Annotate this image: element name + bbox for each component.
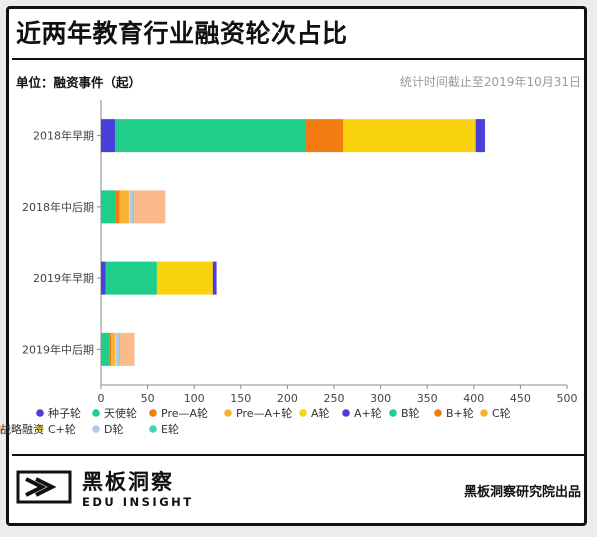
cutoff-note: 统计时间截止至2019年10月31日 — [399, 75, 581, 89]
x-tick-label: 50 — [141, 392, 155, 405]
legend-swatch — [36, 409, 44, 417]
legend-label: A轮 — [311, 406, 330, 420]
legend-swatch — [149, 425, 157, 433]
x-tick-label: 200 — [277, 392, 298, 405]
legend-swatch — [342, 409, 350, 417]
source-credit: 黑板洞察研究院出品 — [463, 485, 581, 500]
stacked-bar-chart: 0 50 100 150 200 250 300 350 400 450 500 2018年早期 201… — [0, 100, 578, 436]
legend-label: C轮 — [492, 406, 511, 420]
legend-swatch — [224, 409, 232, 417]
y-tick-label: 2019年早期 — [33, 271, 94, 285]
legend-label: B+轮 — [446, 406, 474, 420]
unit-label: 单位：融资事件（起） — [16, 75, 142, 90]
bar-segment — [114, 119, 307, 153]
x-tick-label: 450 — [510, 392, 531, 405]
legend-label: D轮 — [104, 422, 123, 436]
bar-segment — [129, 190, 133, 224]
bar-segment — [114, 332, 116, 366]
y-tick-label: 2018年早期 — [33, 129, 94, 143]
legend-label: E轮 — [161, 422, 179, 436]
legend-swatch — [149, 409, 157, 417]
bar-segment — [101, 332, 110, 366]
bar-segment — [343, 119, 476, 153]
x-tick-label: 500 — [557, 392, 578, 405]
y-tick-label: 2019年中后期 — [22, 342, 94, 356]
bar-segment — [111, 332, 115, 366]
bar-segment — [128, 190, 130, 224]
bar-segment — [105, 261, 157, 295]
y-tick-label: 2018年中后期 — [22, 200, 94, 214]
bar-segment — [475, 119, 485, 153]
x-tick-label: 400 — [463, 392, 484, 405]
x-tick-label: 100 — [184, 392, 205, 405]
bar-segment — [132, 190, 134, 224]
chart-title: 近两年教育行业融资轮次占比 — [16, 19, 348, 48]
legend-label: B轮 — [401, 406, 420, 420]
legend-swatch — [434, 409, 442, 417]
edu-insight-logo-icon — [16, 470, 72, 504]
bar-segment — [101, 190, 116, 224]
bar-segment — [101, 119, 115, 153]
title-divider — [12, 58, 585, 60]
bar-segment — [109, 332, 112, 366]
bar-segment — [133, 190, 166, 224]
legend-swatch — [92, 425, 100, 433]
bar-segment — [115, 332, 119, 366]
legend-label: Pre—A+轮 — [236, 406, 292, 420]
x-tick-label: 150 — [230, 392, 251, 405]
x-tick-label: 250 — [324, 392, 345, 405]
legend-swatch — [299, 409, 307, 417]
legend-swatch — [480, 409, 488, 417]
legend-swatch — [36, 425, 44, 433]
legend-label: C+轮 — [48, 422, 76, 436]
x-tick-label: 0 — [98, 392, 105, 405]
bar-segment — [101, 261, 106, 295]
bar-segment — [118, 332, 120, 366]
x-tick-label: 350 — [417, 392, 438, 405]
legend-label: A+轮 — [354, 406, 382, 420]
brand-name-en: EDU INSIGHT — [82, 495, 194, 509]
bar-segment — [115, 190, 120, 224]
bar-segment — [119, 190, 129, 224]
bar-segment — [156, 261, 213, 295]
legend-swatch — [389, 409, 397, 417]
legend-label: 战略融资 — [0, 422, 44, 436]
legend-label: 种子轮 — [48, 406, 81, 420]
bar-segment — [212, 261, 217, 295]
legend-label: 天使轮 — [104, 406, 137, 420]
brand-name-cn: 黑板洞察 — [82, 470, 174, 494]
footer-divider — [12, 454, 585, 456]
x-tick-label: 300 — [370, 392, 391, 405]
bar-segment — [119, 332, 135, 366]
bar-segment — [306, 119, 344, 153]
legend-swatch — [0, 425, 4, 433]
legend-label: Pre—A轮 — [161, 406, 208, 420]
legend-swatch — [92, 409, 100, 417]
